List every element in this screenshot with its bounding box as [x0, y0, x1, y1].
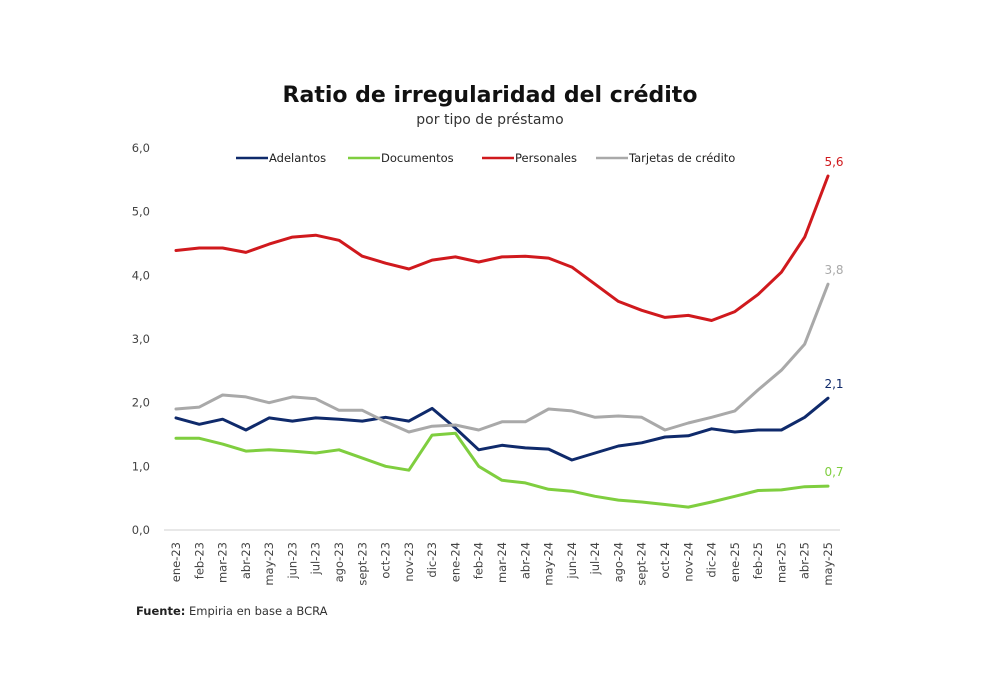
x-tick-label: jul-23 — [309, 542, 323, 575]
y-tick-label: 4,0 — [132, 268, 150, 282]
x-tick-label: ene-23 — [169, 542, 183, 582]
data-label: 0,7 — [824, 465, 843, 479]
x-tick-label: abr-25 — [798, 542, 812, 579]
legend-label: Documentos — [381, 151, 454, 165]
x-tick-label: mar-25 — [774, 542, 788, 583]
x-tick-label: feb-23 — [192, 542, 206, 579]
x-tick-label: sept-24 — [635, 542, 649, 586]
y-tick-label: 0,0 — [132, 523, 150, 537]
chart-subtitle: por tipo de préstamo — [416, 112, 563, 128]
legend-label: Adelantos — [269, 151, 326, 165]
x-tick-label: may-24 — [542, 542, 556, 586]
y-tick-label: 1,0 — [132, 459, 150, 473]
x-tick-label: jun-23 — [285, 542, 299, 580]
y-tick-label: 2,0 — [132, 396, 150, 410]
legend-item: Personales — [482, 151, 577, 165]
data-label: 3,8 — [824, 263, 843, 277]
x-tick-label: ene-25 — [728, 542, 742, 582]
series-lines — [174, 174, 830, 509]
x-tick-label: jul-24 — [588, 542, 602, 575]
series-line-adelantos — [174, 396, 830, 462]
x-tick-label: ago-24 — [611, 542, 625, 582]
data-label: 2,1 — [824, 377, 843, 391]
x-tick-label: ago-23 — [332, 542, 346, 582]
x-tick-label: abr-24 — [518, 542, 532, 579]
chart-title: Ratio de irregularidad del crédito — [283, 83, 698, 108]
x-tick-label: ene-24 — [448, 542, 462, 582]
x-tick-label: mar-23 — [216, 542, 230, 583]
y-tick-label: 3,0 — [132, 332, 150, 346]
y-axis: 0,0 1,0 2,0 3,0 4,0 5,0 6,0 — [132, 141, 150, 537]
legend-item: Adelantos — [236, 151, 326, 165]
y-tick-label: 5,0 — [132, 205, 150, 219]
x-tick-label: may-25 — [821, 542, 835, 586]
series-line-personales — [174, 174, 830, 322]
x-tick-label: may-23 — [262, 542, 276, 586]
series-line-tarjetas-de-crédito — [174, 282, 830, 434]
x-tick-label: jun-24 — [565, 542, 579, 580]
x-tick-label: feb-24 — [472, 542, 486, 579]
source-text: Empiria en base a BCRA — [185, 604, 328, 618]
x-tick-label: feb-25 — [751, 542, 765, 579]
legend-label: Tarjetas de crédito — [628, 151, 735, 165]
data-label: 5,6 — [824, 155, 843, 169]
end-labels: 2,1 0,7 5,6 3,8 — [824, 155, 843, 479]
x-tick-label: nov-24 — [681, 542, 695, 582]
legend: Adelantos Documentos Personales Tarjetas de… — [236, 151, 735, 165]
source-note: Fuente: Empiria en base a BCRA — [136, 604, 328, 618]
source-label: Fuente: — [136, 604, 186, 618]
x-tick-label: sept-23 — [355, 542, 369, 586]
x-tick-label: oct-24 — [658, 542, 672, 579]
legend-label: Personales — [515, 151, 577, 165]
x-tick-label: nov-23 — [402, 542, 416, 582]
x-axis: ene-23 feb-23 mar-23 abr-23 may-23 jun-23 jul-… — [164, 529, 840, 586]
series-line-documentos — [174, 431, 830, 509]
x-tick-label: dic-24 — [705, 542, 719, 578]
x-tick-label: oct-23 — [379, 542, 393, 579]
x-tick-label: mar-24 — [495, 542, 509, 583]
x-tick-label: abr-23 — [239, 542, 253, 579]
legend-item: Tarjetas de crédito — [596, 151, 735, 165]
legend-item: Documentos — [348, 151, 454, 165]
x-tick-label: dic-23 — [425, 542, 439, 578]
y-tick-label: 6,0 — [132, 141, 150, 155]
